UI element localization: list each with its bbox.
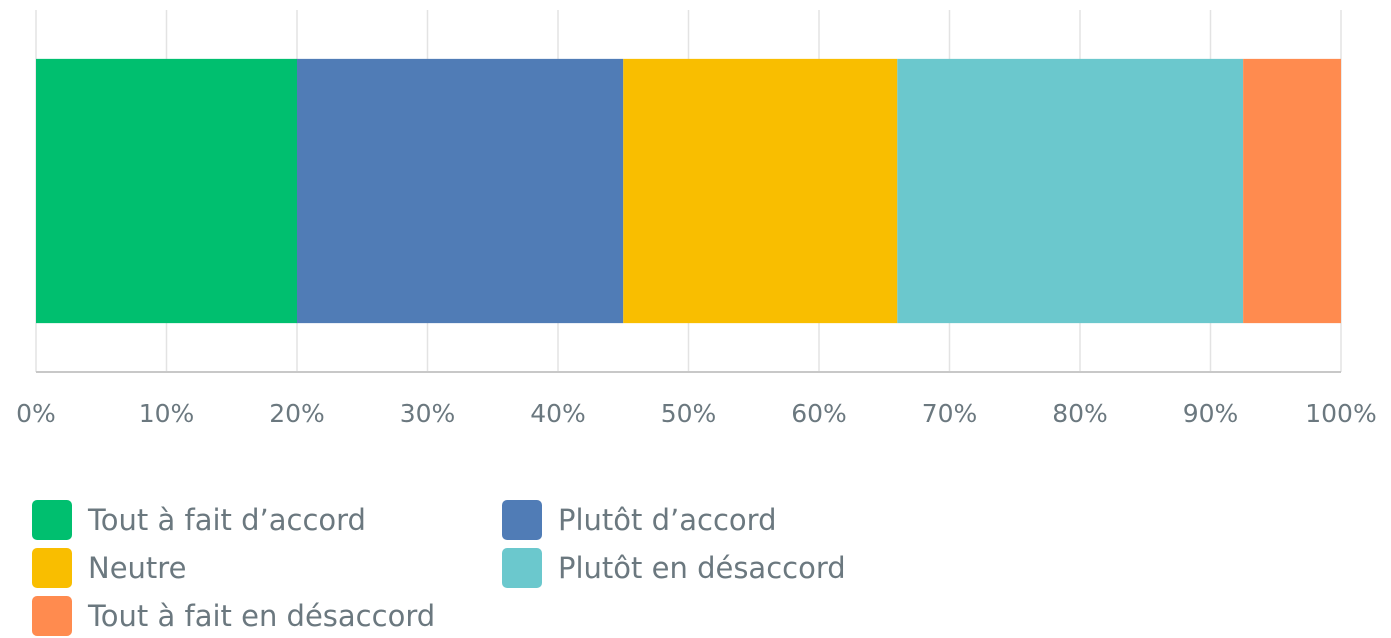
x-tick-label: 0%: [16, 399, 56, 428]
x-tick-label: 10%: [139, 399, 195, 428]
legend-swatch: [502, 548, 542, 588]
bar-segment: [897, 58, 1244, 324]
x-tick-label: 50%: [661, 399, 717, 428]
bar-segment: [623, 58, 898, 324]
legend-swatch: [32, 548, 72, 588]
legend-swatch: [502, 500, 542, 540]
bar-segment: [297, 58, 624, 324]
x-tick-label: 20%: [269, 399, 325, 428]
x-tick-label: 100%: [1305, 399, 1376, 428]
legend-label: Plutôt d’accord: [558, 503, 776, 537]
x-tick-label: 40%: [530, 399, 586, 428]
legend-swatch: [32, 500, 72, 540]
legend-label: Neutre: [88, 551, 186, 585]
legend-swatch: [32, 596, 72, 636]
x-tick-label: 90%: [1183, 399, 1239, 428]
x-tick-label: 80%: [1052, 399, 1108, 428]
legend-label: Tout à fait en désaccord: [87, 599, 435, 633]
legend-label: Plutôt en désaccord: [558, 551, 846, 585]
legend-label: Tout à fait d’accord: [87, 503, 366, 537]
x-tick-label: 30%: [400, 399, 456, 428]
bar-segment: [1243, 58, 1341, 324]
x-tick-label: 70%: [922, 399, 978, 428]
bar-segment: [36, 58, 297, 324]
x-tick-label: 60%: [791, 399, 847, 428]
